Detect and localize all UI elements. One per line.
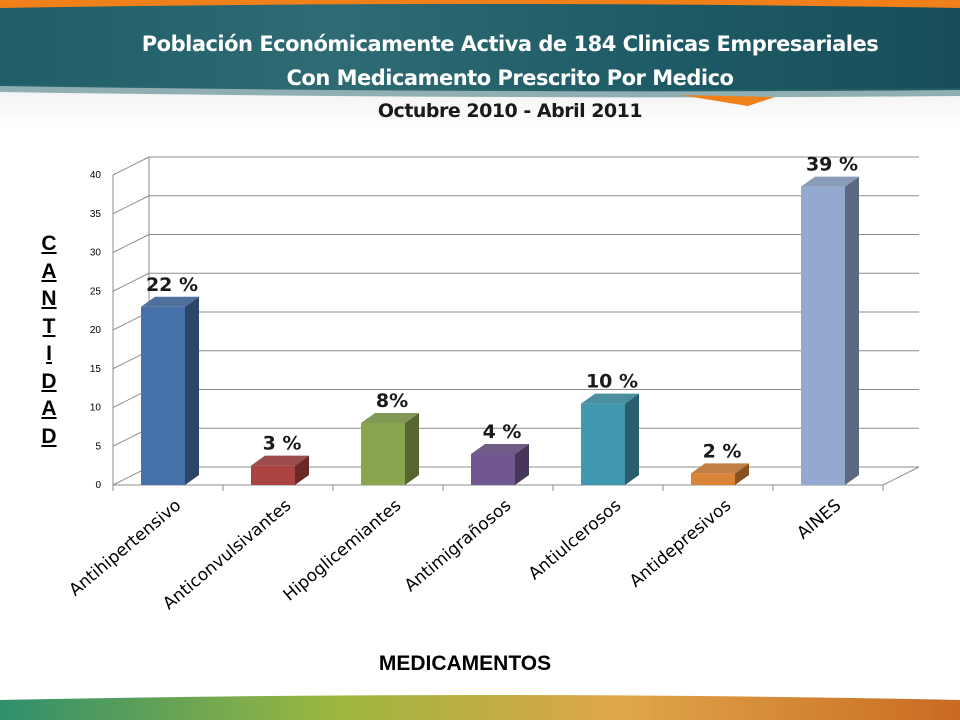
bar-top — [471, 444, 529, 454]
data-label: 3 % — [263, 433, 302, 455]
plot-area: 0 5 10 15 20 25 30 35 40 22 % Antihipertensivo 3 % A… — [66, 154, 920, 614]
x-tick-label: Hipoglicemiantes — [280, 495, 406, 605]
y-tick-label: 0 — [95, 480, 101, 491]
y-tick-label: 20 — [90, 325, 102, 336]
bar-side — [185, 296, 199, 485]
y-axis-title-letter: N — [41, 287, 57, 310]
gridlines — [112, 156, 920, 491]
bar-top — [801, 176, 859, 187]
x-tick-label: Antidepresivos — [626, 495, 735, 591]
data-label: 8% — [376, 390, 408, 412]
bar-antihipertensivo — [141, 296, 199, 485]
y-axis-title-letter: A — [41, 397, 57, 420]
y-axis-title-letter: I — [46, 342, 52, 365]
x-tick-label: Antimigrañosos — [401, 495, 516, 596]
x-tick-label: Antiulcerosos — [525, 495, 625, 584]
bar-front — [141, 306, 185, 485]
y-tick-label: 10 — [90, 403, 102, 414]
y-tick-label: 35 — [90, 209, 102, 220]
bar-side — [405, 413, 419, 485]
bar-antidepresivos — [691, 463, 749, 485]
data-label: 2 % — [703, 440, 742, 462]
y-axis-title-letter: D — [41, 424, 57, 448]
y-tick-label: 25 — [90, 286, 102, 297]
bar-top — [251, 455, 309, 466]
bar-top — [581, 393, 639, 404]
bar-front — [471, 454, 515, 485]
floor-edge — [882, 466, 920, 486]
gridline-depth — [112, 272, 150, 292]
bar-antimigrañosos — [471, 444, 529, 485]
y-axis-title-letter: T — [42, 314, 56, 338]
data-label: 22 % — [146, 274, 198, 296]
bar-hipoglicemiantes — [361, 413, 419, 485]
bar-side — [515, 444, 529, 485]
bar-front — [251, 465, 295, 485]
data-label: 39 % — [806, 154, 858, 176]
x-tick-label: Antihipertensivo — [66, 496, 186, 601]
slide-title-line-1: Población Económicamente Activa de 184 C… — [141, 32, 879, 56]
bar-front — [581, 403, 625, 485]
bar-front — [361, 423, 405, 485]
bar-top — [361, 413, 419, 423]
slide-subtitle-period: Octubre 2010 - Abril 2011 — [377, 100, 643, 122]
y-axis-title-letter: A — [41, 259, 57, 283]
bar-side — [625, 393, 639, 485]
bar-side — [845, 176, 859, 485]
x-tick-label: AINES — [793, 496, 845, 544]
y-tick-label: 15 — [90, 364, 102, 375]
y-tick-label: 30 — [90, 248, 102, 259]
bar-anticonvulsivantes — [251, 455, 309, 485]
bar-side — [735, 463, 749, 485]
x-axis-title: MEDICAMENTOS — [378, 652, 552, 675]
bar-top — [691, 463, 749, 474]
bar-antiulcerosos — [581, 393, 639, 485]
bar-aines — [801, 176, 859, 485]
bar-top — [141, 296, 199, 307]
y-axis-title-letter: D — [41, 369, 57, 393]
y-tick-labels: 0 5 10 15 20 25 30 35 40 — [90, 170, 102, 491]
y-tick-label: 5 — [95, 441, 101, 452]
y-tick-label: 40 — [90, 170, 102, 181]
data-label: 4 % — [483, 421, 522, 443]
bar-front — [801, 186, 845, 485]
bar-side — [295, 455, 309, 485]
gridline-depth — [112, 195, 150, 215]
bar-front — [691, 473, 735, 485]
slide-title-line-2: Con Medicamento Prescrito Por Medico — [286, 66, 734, 90]
gridline-depth — [112, 156, 150, 176]
y-axis-title-letter: C — [41, 232, 57, 255]
gridline-depth — [112, 234, 150, 253]
data-label: 10 % — [586, 371, 638, 393]
